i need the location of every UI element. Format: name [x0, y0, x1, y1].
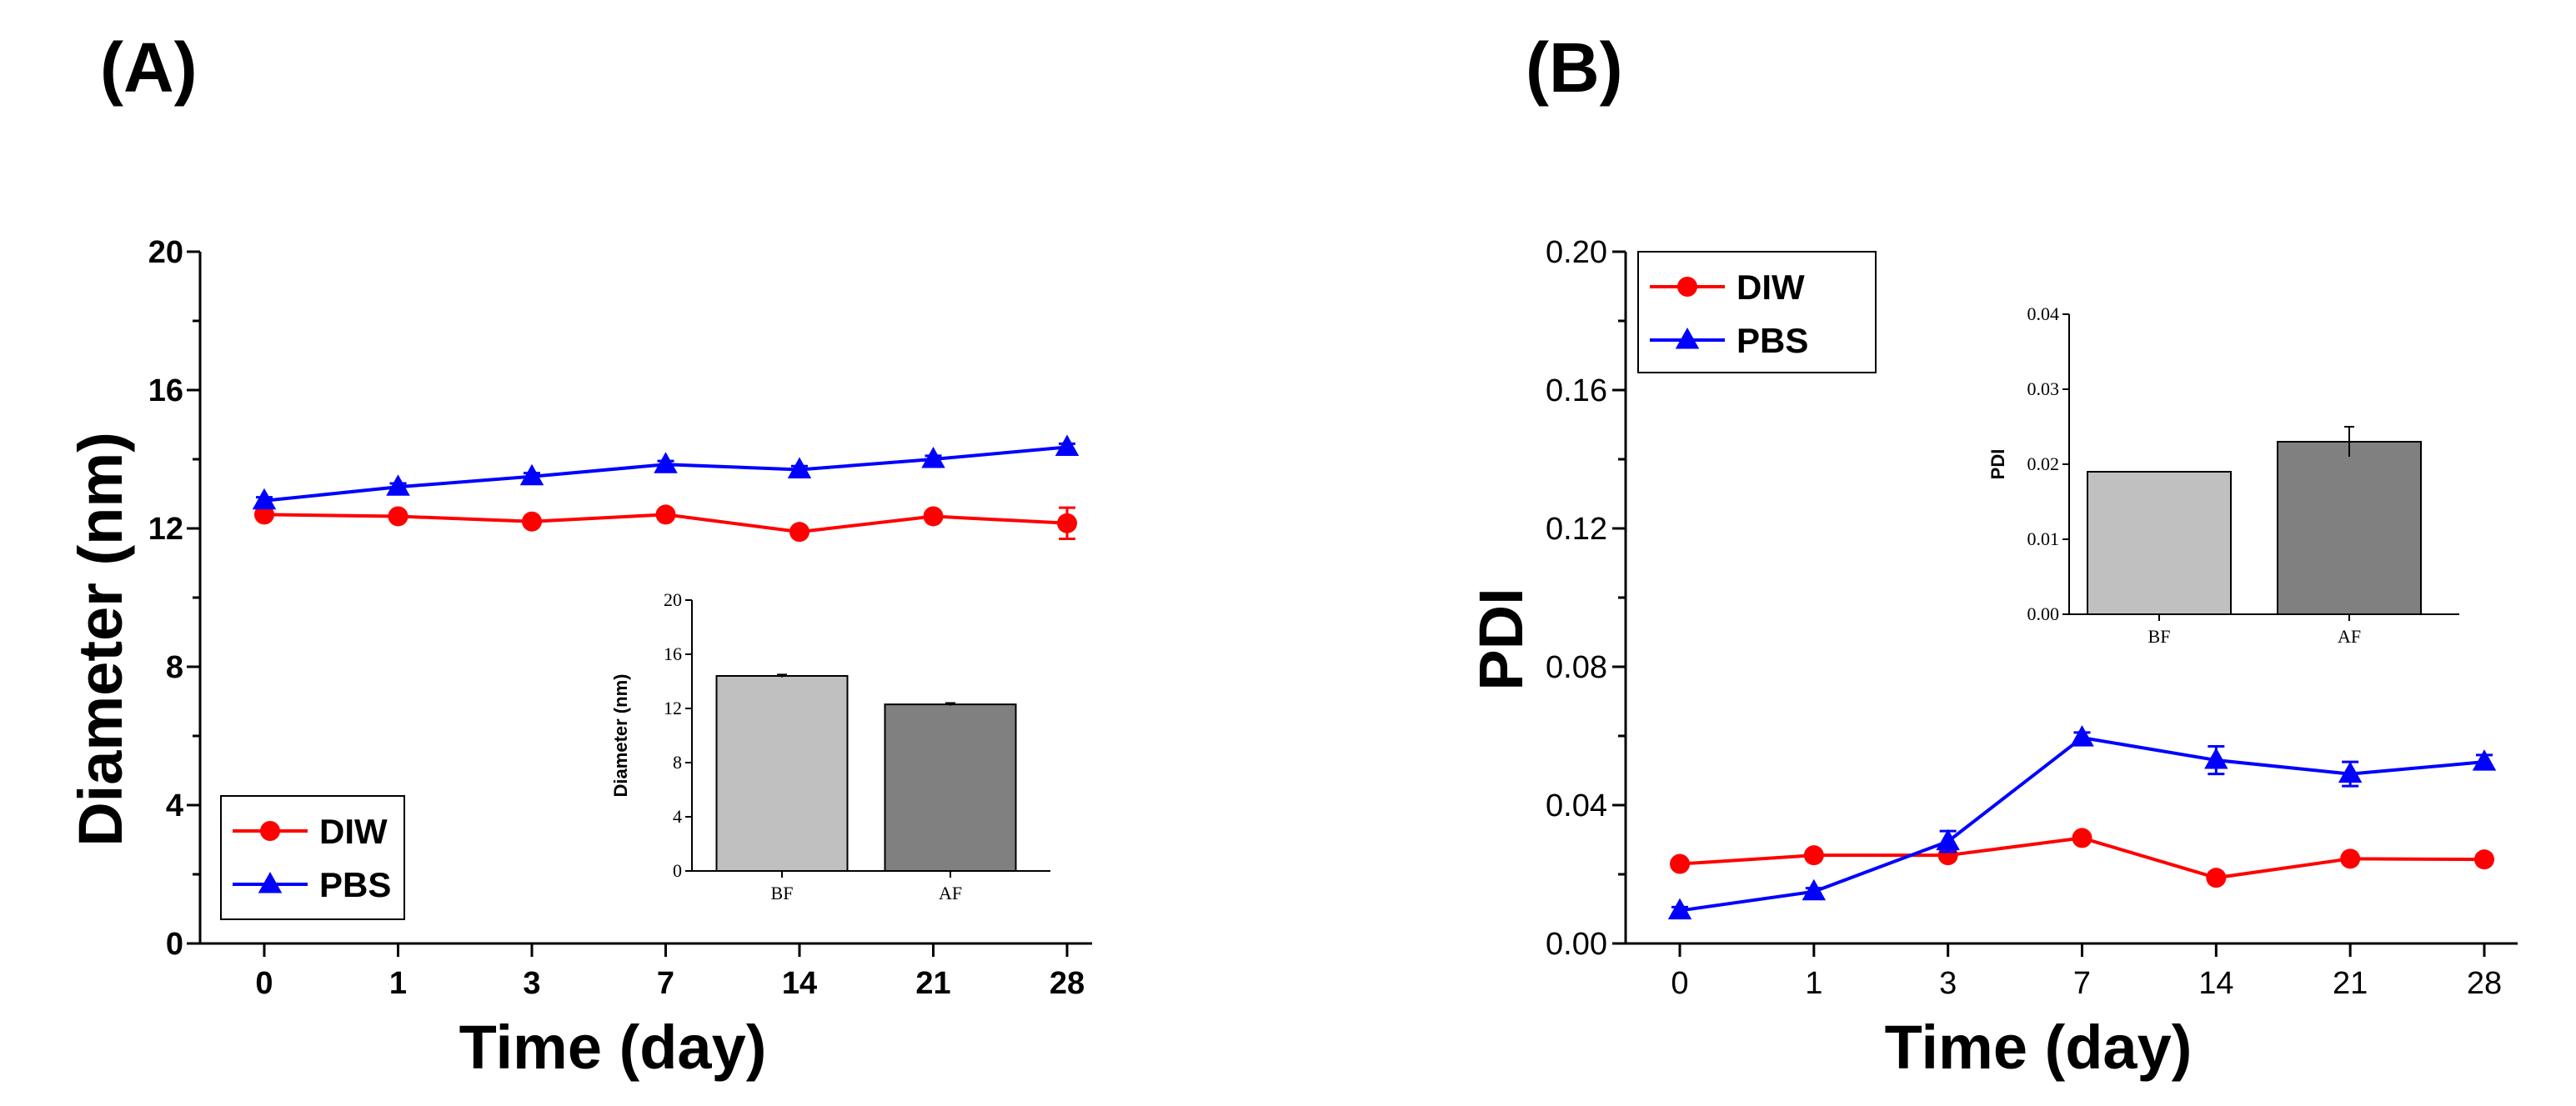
y-tick-label: 4	[166, 788, 183, 823]
data-point-pbs	[654, 452, 678, 473]
data-point-diw	[923, 506, 944, 527]
legend-marker-pbs	[258, 872, 283, 893]
data-point-diw	[388, 506, 408, 527]
y-tick-label: 0.00	[1546, 927, 1607, 962]
legend-label-pbs: PBS	[319, 865, 391, 904]
x-tick-label: 14	[2198, 966, 2233, 1001]
inset-bar-bf	[2087, 471, 2232, 615]
inset-bar-af	[884, 703, 1017, 872]
inset-y-tick-label: 0	[673, 860, 682, 881]
data-point-diw	[254, 504, 274, 525]
inset-y-tick-label: 12	[664, 698, 682, 718]
y-tick-label: 0.08	[1546, 650, 1607, 685]
data-point-diw	[522, 511, 542, 532]
inset-x-tick-label: AF	[2338, 626, 2361, 647]
data-point-pbs	[2070, 725, 2094, 747]
data-point-pbs	[2338, 761, 2363, 783]
inset-x-tick-label: BF	[2148, 626, 2171, 647]
y-axis-title: PDI	[1466, 588, 1536, 690]
legend-marker-diw	[1677, 277, 1697, 297]
inset-x-tick-label: AF	[939, 883, 962, 903]
inset-y-tick-label: 0.03	[2027, 378, 2060, 399]
data-point-diw	[2072, 828, 2092, 848]
data-point-diw	[1057, 513, 1077, 533]
x-axis-title: Time (day)	[459, 1013, 767, 1082]
y-tick-label: 0.04	[1546, 788, 1607, 823]
y-tick-label: 0	[166, 927, 183, 962]
legend-marker-pbs	[1675, 328, 1700, 349]
y-tick-label: 0.16	[1546, 373, 1607, 408]
x-tick-label: 14	[782, 966, 817, 1001]
data-point-pbs	[787, 457, 812, 478]
data-point-diw	[1937, 845, 1958, 866]
panel-label-a: (A)	[100, 28, 198, 107]
y-tick-label: 20	[148, 235, 183, 270]
inset-y-axis-title: Diameter (nm)	[610, 674, 631, 798]
chart-a: 0 4 8 12 16 20 0 1 3 7 14 21 28 Time (day) Diameter (n…	[66, 235, 1092, 1082]
y-tick-label: 0.20	[1546, 235, 1607, 270]
inset-y-tick-label: 0.01	[2027, 528, 2060, 549]
data-point-diw	[2206, 868, 2227, 888]
inset-y-tick-label: 20	[664, 589, 682, 610]
data-point-pbs	[921, 447, 945, 468]
data-point-diw	[1670, 853, 1690, 874]
inset-y-tick-label: 0.00	[2027, 603, 2060, 624]
x-tick-label: 28	[1050, 966, 1085, 1001]
legend-marker-diw	[260, 821, 280, 841]
data-point-pbs	[252, 488, 277, 510]
panel-label-b: (B)	[1526, 28, 1623, 107]
data-point-pbs	[1667, 898, 1692, 920]
inset-y-axis-title: PDI	[1987, 449, 2008, 480]
data-point-pbs	[386, 474, 410, 496]
x-tick-label: 21	[2333, 966, 2368, 1001]
inset-y-tick-label: 4	[673, 806, 682, 827]
inset-y-tick-label: 0.04	[2027, 303, 2060, 324]
y-tick-label: 8	[166, 650, 183, 685]
chart-b: 0.00 0.04 0.08 0.12 0.16 0.20 0 1 3 7 14 21 28 Time (…	[1466, 235, 2518, 1082]
x-tick-label: 0	[1671, 966, 1688, 1001]
y-tick-label: 16	[148, 373, 183, 408]
inset-x-tick-label: BF	[771, 883, 794, 903]
data-point-pbs	[1802, 878, 1827, 901]
x-tick-label: 3	[1939, 966, 1957, 1001]
legend-box	[220, 795, 405, 920]
x-tick-label: 28	[2467, 966, 2502, 1001]
x-tick-label: 7	[657, 966, 674, 1001]
inset-chart: 0 4 8 12 16 20 BF AF Diameter (nm)	[610, 589, 1050, 903]
inset-bar-af	[2277, 441, 2422, 615]
y-tick-label: 0.12	[1546, 512, 1607, 547]
y-tick-label: 12	[148, 512, 183, 547]
data-point-pbs	[1055, 434, 1080, 456]
x-tick-label: 1	[1805, 966, 1822, 1001]
legend-box	[1637, 251, 1877, 373]
data-point-diw	[789, 522, 809, 543]
inset-y-tick-label: 16	[664, 643, 682, 664]
legend-label-diw: DIW	[1737, 268, 1805, 307]
inset-chart: 0.00 0.01 0.02 0.03 0.04 BF AF PDI	[1987, 303, 2459, 647]
data-point-diw	[1803, 845, 1824, 866]
legend-label-pbs: PBS	[1737, 321, 1808, 360]
x-tick-label: 0	[255, 966, 273, 1001]
data-point-pbs	[2472, 749, 2497, 771]
series-line-pbs	[1679, 735, 2485, 913]
data-point-pbs	[1936, 828, 1960, 851]
x-tick-label: 7	[2073, 966, 2091, 1001]
data-point-diw	[655, 504, 676, 525]
inset-bar-bf	[715, 675, 849, 872]
inset-y-tick-label: 0.02	[2027, 453, 2060, 474]
inset-y-tick-label: 8	[673, 752, 682, 773]
data-point-pbs	[2204, 748, 2228, 769]
legend-label-diw: DIW	[319, 812, 388, 851]
x-tick-label: 21	[915, 966, 950, 1001]
y-axis-title: Diameter (nm)	[66, 432, 135, 847]
x-axis-title: Time (day)	[1885, 1013, 2193, 1082]
x-tick-label: 1	[389, 966, 407, 1001]
x-tick-label: 3	[523, 966, 540, 1001]
data-point-pbs	[519, 463, 544, 486]
data-point-diw	[2474, 849, 2494, 870]
data-point-diw	[2340, 848, 2361, 869]
